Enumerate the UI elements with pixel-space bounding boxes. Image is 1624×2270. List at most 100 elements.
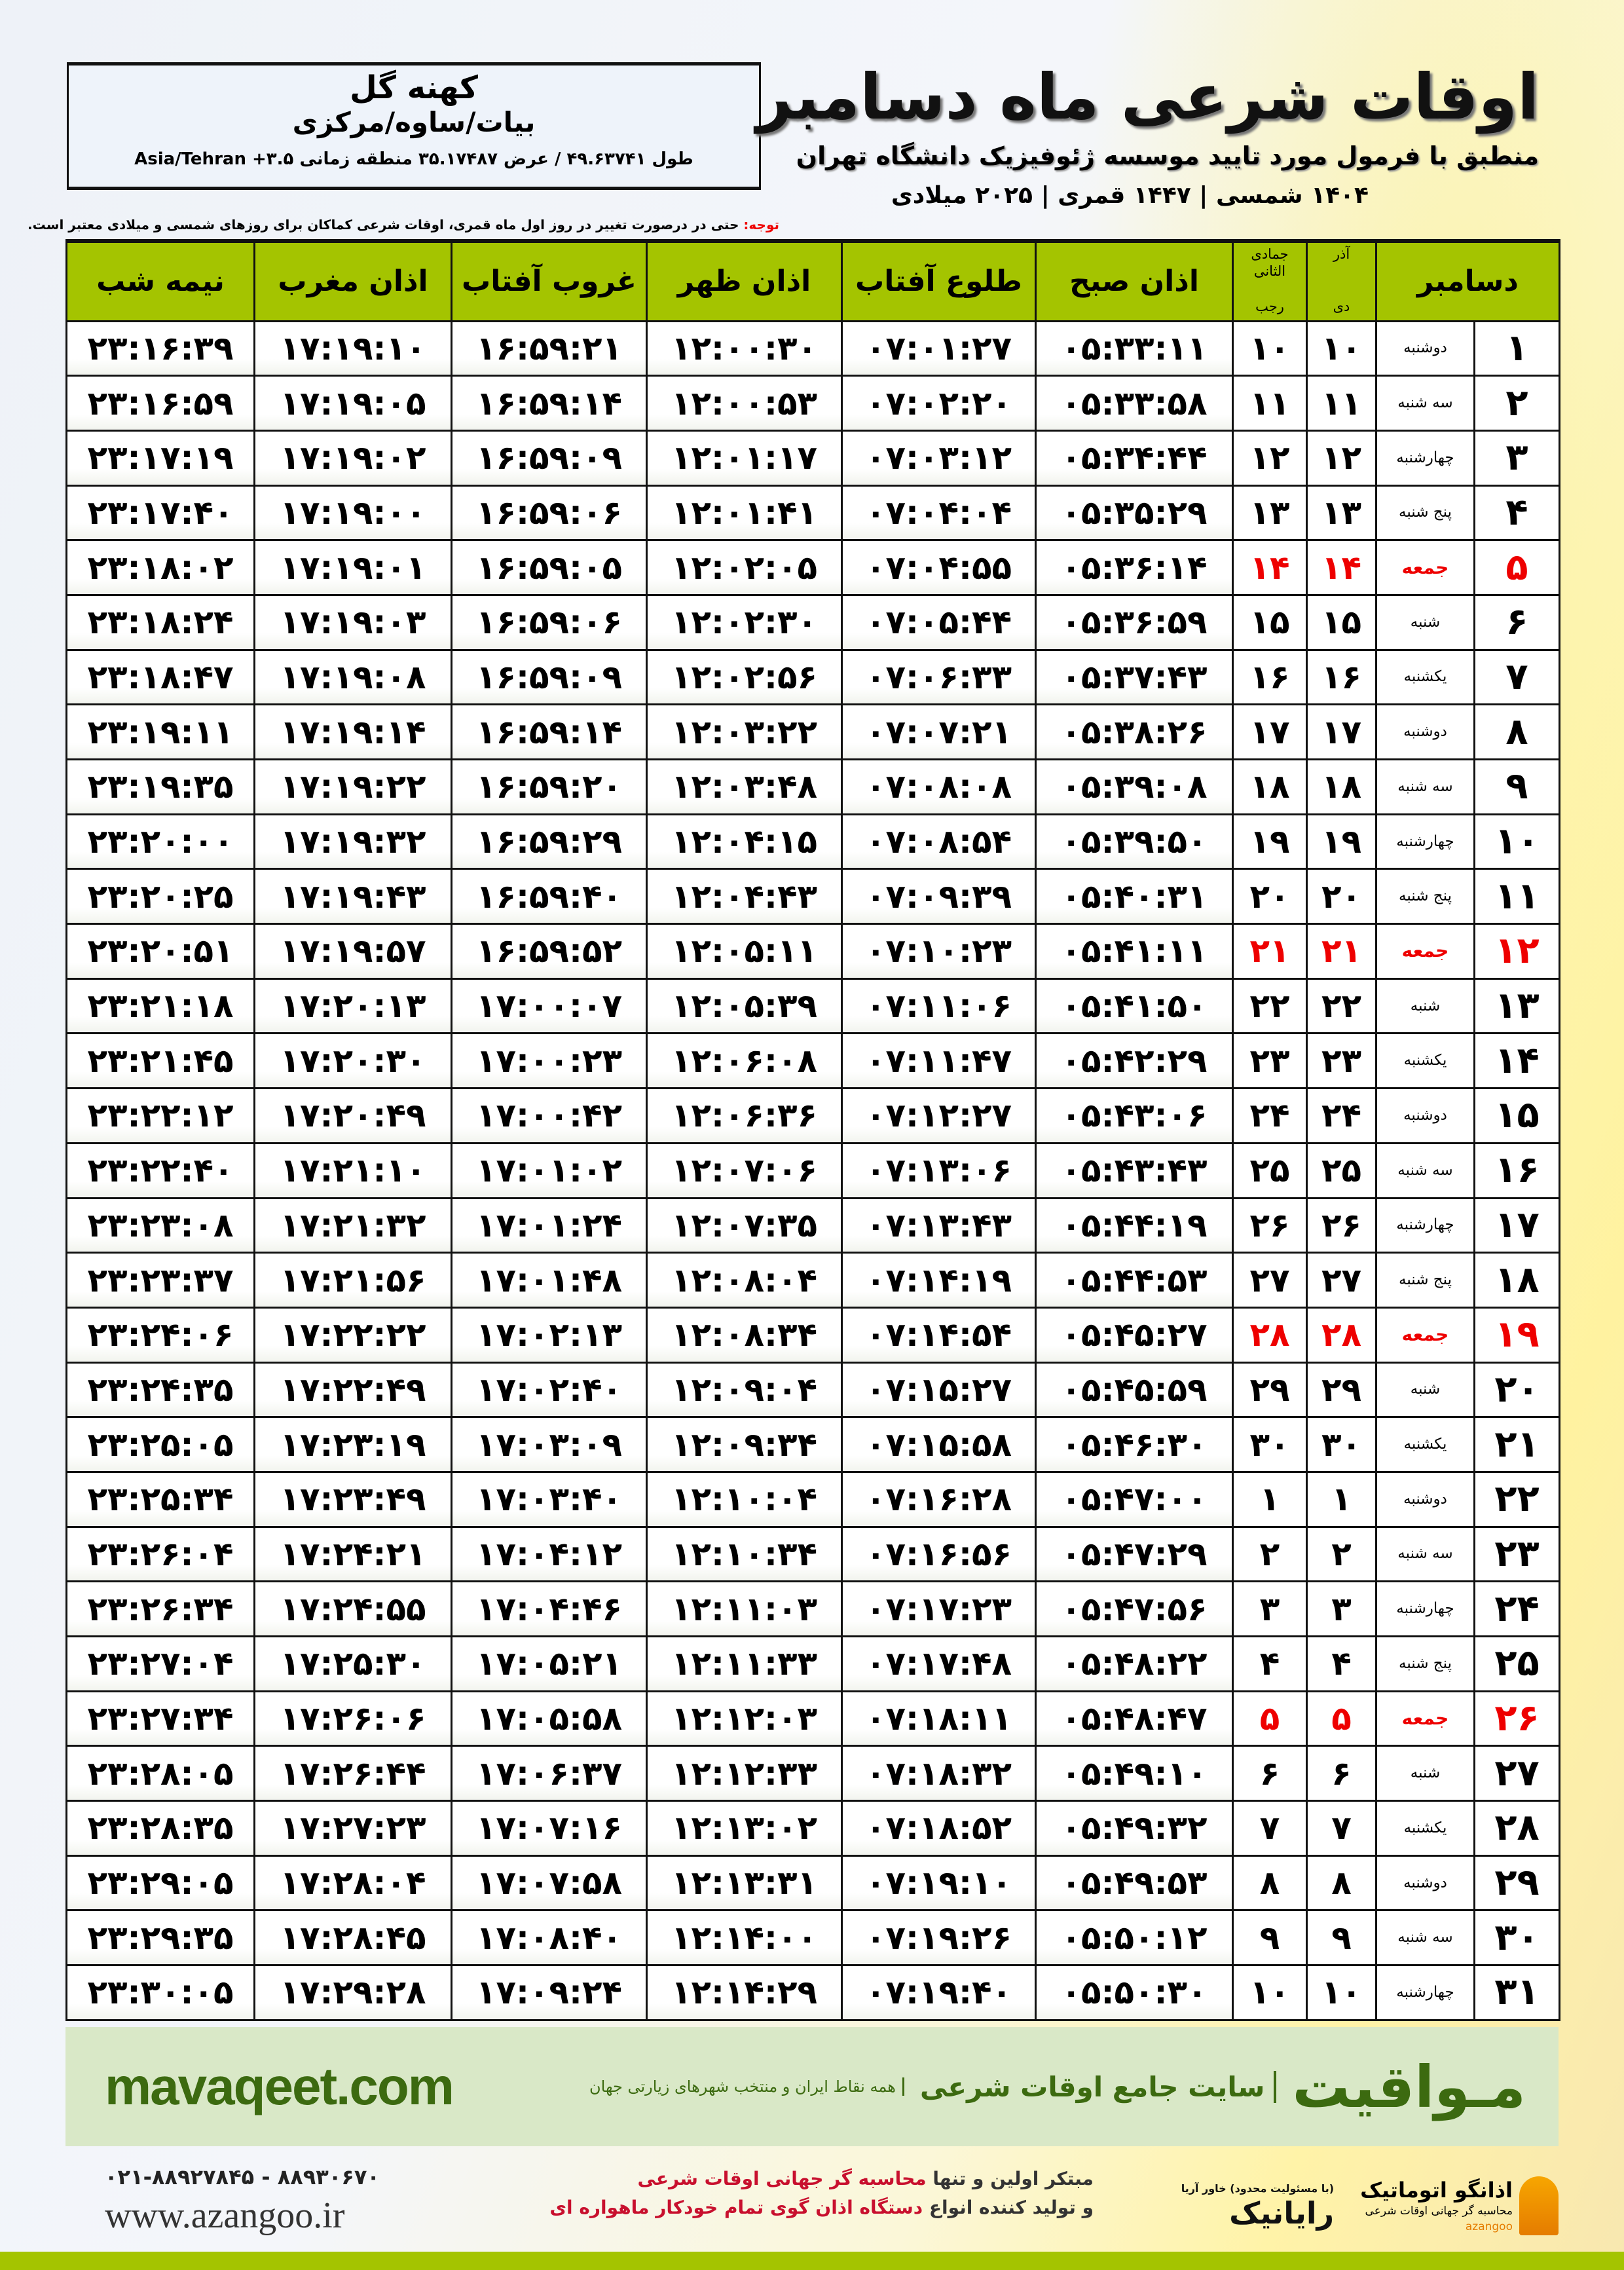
day-number: ۱۸ [1473, 1252, 1561, 1309]
hijri-day: ۱۳ [1232, 484, 1308, 542]
maghrib-time: ۱۷:۱۹:۵۷ [253, 923, 452, 980]
day-number: ۲۳ [1473, 1525, 1561, 1583]
weekday: چهارشنبه [1375, 813, 1475, 870]
sobh-time: ۰۵:۴۰:۳۱ [1035, 868, 1234, 925]
maghrib-time: ۱۷:۱۹:۰۰ [253, 484, 452, 542]
zohr-time: ۱۲:۰۰:۳۰ [646, 320, 843, 377]
nime-time: ۲۳:۲۲:۱۲ [65, 1087, 255, 1144]
nime-time: ۲۳:۲۴:۳۵ [65, 1361, 255, 1419]
maghrib-time: ۱۷:۲۵:۳۰ [253, 1635, 452, 1692]
day-number: ۲۵ [1473, 1635, 1561, 1692]
ghorub-time: ۱۶:۵۹:۰۹ [451, 648, 648, 706]
table-row: ۲۳:۲۸:۳۵ ۱۷:۲۷:۲۳ ۱۷:۰۷:۱۶ ۱۲:۱۳:۰۲ ۰۷:۱۸:۵۲… [65, 1800, 1561, 1857]
rayanik-small: (با مسئولیت محدود) خاور آریا [1181, 2182, 1335, 2195]
zohr-time: ۱۲:۰۲:۳۰ [646, 593, 843, 651]
banner-slogan: سایت جامع اوقات شرعی [920, 2070, 1277, 2103]
nime-time: ۲۳:۲۵:۳۴ [65, 1470, 255, 1528]
ad-line1-a: مبتکر اولین و تنها [926, 2168, 1094, 2189]
weekday: جمعه [1375, 923, 1475, 980]
weekday: شنبه [1375, 593, 1475, 651]
maghrib-time: ۱۷:۱۹:۱۴ [253, 703, 452, 760]
maghrib-time: ۱۷:۲۶:۴۴ [253, 1745, 452, 1802]
ghorub-time: ۱۷:۰۴:۱۲ [451, 1525, 648, 1583]
ghorub-time: ۱۶:۵۹:۴۰ [451, 868, 648, 925]
day-number: ۱۶ [1473, 1142, 1561, 1199]
dome-icon [1519, 2176, 1559, 2235]
nime-time: ۲۳:۱۷:۴۰ [65, 484, 255, 542]
page-subtitle: منطبق با فرمول مورد تایید موسسه ژئوفیزیک… [796, 141, 1539, 170]
weekday: شنبه [1375, 1361, 1475, 1419]
sobh-time: ۰۵:۳۶:۵۹ [1035, 593, 1234, 651]
tolu-time: ۰۷:۱۱:۰۶ [841, 977, 1037, 1035]
tolu-time: ۰۷:۰۸:۵۴ [841, 813, 1037, 870]
sobh-time: ۰۵:۴۱:۱۱ [1035, 923, 1234, 980]
persian-day: ۲ [1306, 1525, 1377, 1583]
maghrib-time: ۱۷:۲۶:۰۶ [253, 1690, 452, 1747]
ghorub-time: ۱۷:۰۰:۰۷ [451, 977, 648, 1035]
persian-day: ۱۰ [1306, 1964, 1377, 2021]
azangoo-logo: اذانگو اتوماتیک محاسبه گر جهانی اوقات شر… [1360, 2176, 1559, 2235]
day-number: ۲۴ [1473, 1580, 1561, 1637]
hijri-day: ۱۵ [1232, 593, 1308, 651]
persian-day: ۱ [1306, 1470, 1377, 1528]
table-row: ۲۳:۲۶:۰۴ ۱۷:۲۴:۲۱ ۱۷:۰۴:۱۲ ۱۲:۱۰:۳۴ ۰۷:۱۶:۵۶… [65, 1525, 1561, 1583]
ghorub-time: ۱۷:۰۱:۰۲ [451, 1142, 648, 1199]
tolu-time: ۰۷:۱۶:۲۸ [841, 1470, 1037, 1528]
zohr-time: ۱۲:۰۵:۳۹ [646, 977, 843, 1035]
tolu-time: ۰۷:۱۷:۴۸ [841, 1635, 1037, 1692]
zohr-time: ۱۲:۱۴:۰۰ [646, 1909, 843, 1967]
tolu-time: ۰۷:۰۴:۵۵ [841, 539, 1037, 596]
table-row: ۲۳:۲۰:۲۵ ۱۷:۱۹:۴۳ ۱۶:۵۹:۴۰ ۱۲:۰۴:۴۳ ۰۷:۰۹:۳۹… [65, 868, 1561, 925]
ghorub-time: ۱۷:۰۲:۱۳ [451, 1306, 648, 1364]
tolu-time: ۰۷:۱۸:۱۱ [841, 1690, 1037, 1747]
col-ghorub: غروب آفتاب [451, 239, 648, 322]
sobh-time: ۰۵:۴۷:۰۰ [1035, 1470, 1234, 1528]
tolu-time: ۰۷:۱۸:۳۲ [841, 1745, 1037, 1802]
table-row: ۲۳:۲۴:۰۶ ۱۷:۲۲:۲۲ ۱۷:۰۲:۱۳ ۱۲:۰۸:۳۴ ۰۷:۱۴:۵۴… [65, 1306, 1561, 1364]
hijri-day: ۲۰ [1232, 868, 1308, 925]
hijri-day: ۲ [1232, 1525, 1308, 1583]
sobh-time: ۰۵:۴۹:۵۳ [1035, 1854, 1234, 1912]
day-number: ۱ [1473, 320, 1561, 377]
col-hijri-bottom: رجب [1255, 298, 1284, 314]
hijri-day: ۲۶ [1232, 1197, 1308, 1254]
col-day: دسامبر [1375, 239, 1561, 322]
zohr-time: ۱۲:۰۲:۵۶ [646, 648, 843, 706]
site-url[interactable]: mavaqeet.com [105, 2057, 454, 2115]
zohr-time: ۱۲:۰۴:۱۵ [646, 813, 843, 870]
hijri-day: ۱ [1232, 1470, 1308, 1528]
nime-time: ۲۳:۲۱:۱۸ [65, 977, 255, 1035]
banner-brand-row: مـواقیت سایت جامع اوقات شرعی همه نقاط ای… [589, 2053, 1526, 2121]
sobh-time: ۰۵:۳۴:۴۴ [1035, 429, 1234, 487]
zohr-time: ۱۲:۰۱:۴۱ [646, 484, 843, 542]
weekday: سه شنبه [1375, 1525, 1475, 1583]
persian-day: ۵ [1306, 1690, 1377, 1747]
sobh-time: ۰۵:۴۸:۲۲ [1035, 1635, 1234, 1692]
table-row: ۲۳:۱۷:۱۹ ۱۷:۱۹:۰۲ ۱۶:۵۹:۰۹ ۱۲:۰۱:۱۷ ۰۷:۰۳:۱۲… [65, 429, 1561, 487]
nime-time: ۲۳:۲۷:۰۴ [65, 1635, 255, 1692]
nime-time: ۲۳:۲۷:۳۴ [65, 1690, 255, 1747]
nime-time: ۲۳:۱۸:۰۲ [65, 539, 255, 596]
zohr-time: ۱۲:۰۳:۴۸ [646, 758, 843, 815]
ghorub-time: ۱۶:۵۹:۰۶ [451, 484, 648, 542]
nime-time: ۲۳:۱۹:۳۵ [65, 758, 255, 815]
persian-day: ۲۹ [1306, 1361, 1377, 1419]
ghorub-time: ۱۶:۵۹:۲۹ [451, 813, 648, 870]
day-number: ۲۲ [1473, 1470, 1561, 1528]
day-number: ۱۷ [1473, 1197, 1561, 1254]
persian-day: ۳ [1306, 1580, 1377, 1637]
tolu-time: ۰۷:۰۹:۳۹ [841, 868, 1037, 925]
sobh-time: ۰۵:۳۶:۱۴ [1035, 539, 1234, 596]
rayanik-logo: (با مسئولیت محدود) خاور آریا رایانیک [1181, 2182, 1334, 2230]
ghorub-time: ۱۷:۰۱:۲۴ [451, 1197, 648, 1254]
tolu-time: ۰۷:۰۷:۲۱ [841, 703, 1037, 760]
nime-time: ۲۳:۱۶:۳۹ [65, 320, 255, 377]
azangoo-url[interactable]: www.azangoo.ir [105, 2195, 345, 2236]
sobh-time: ۰۵:۴۸:۴۷ [1035, 1690, 1234, 1747]
sobh-time: ۰۵:۳۷:۴۳ [1035, 648, 1234, 706]
ghorub-time: ۱۶:۵۹:۰۶ [451, 593, 648, 651]
sobh-time: ۰۵:۳۸:۲۶ [1035, 703, 1234, 760]
zohr-time: ۱۲:۰۶:۳۶ [646, 1087, 843, 1144]
ghorub-time: ۱۷:۰۳:۰۹ [451, 1416, 648, 1473]
ghorub-time: ۱۶:۵۹:۵۲ [451, 923, 648, 980]
